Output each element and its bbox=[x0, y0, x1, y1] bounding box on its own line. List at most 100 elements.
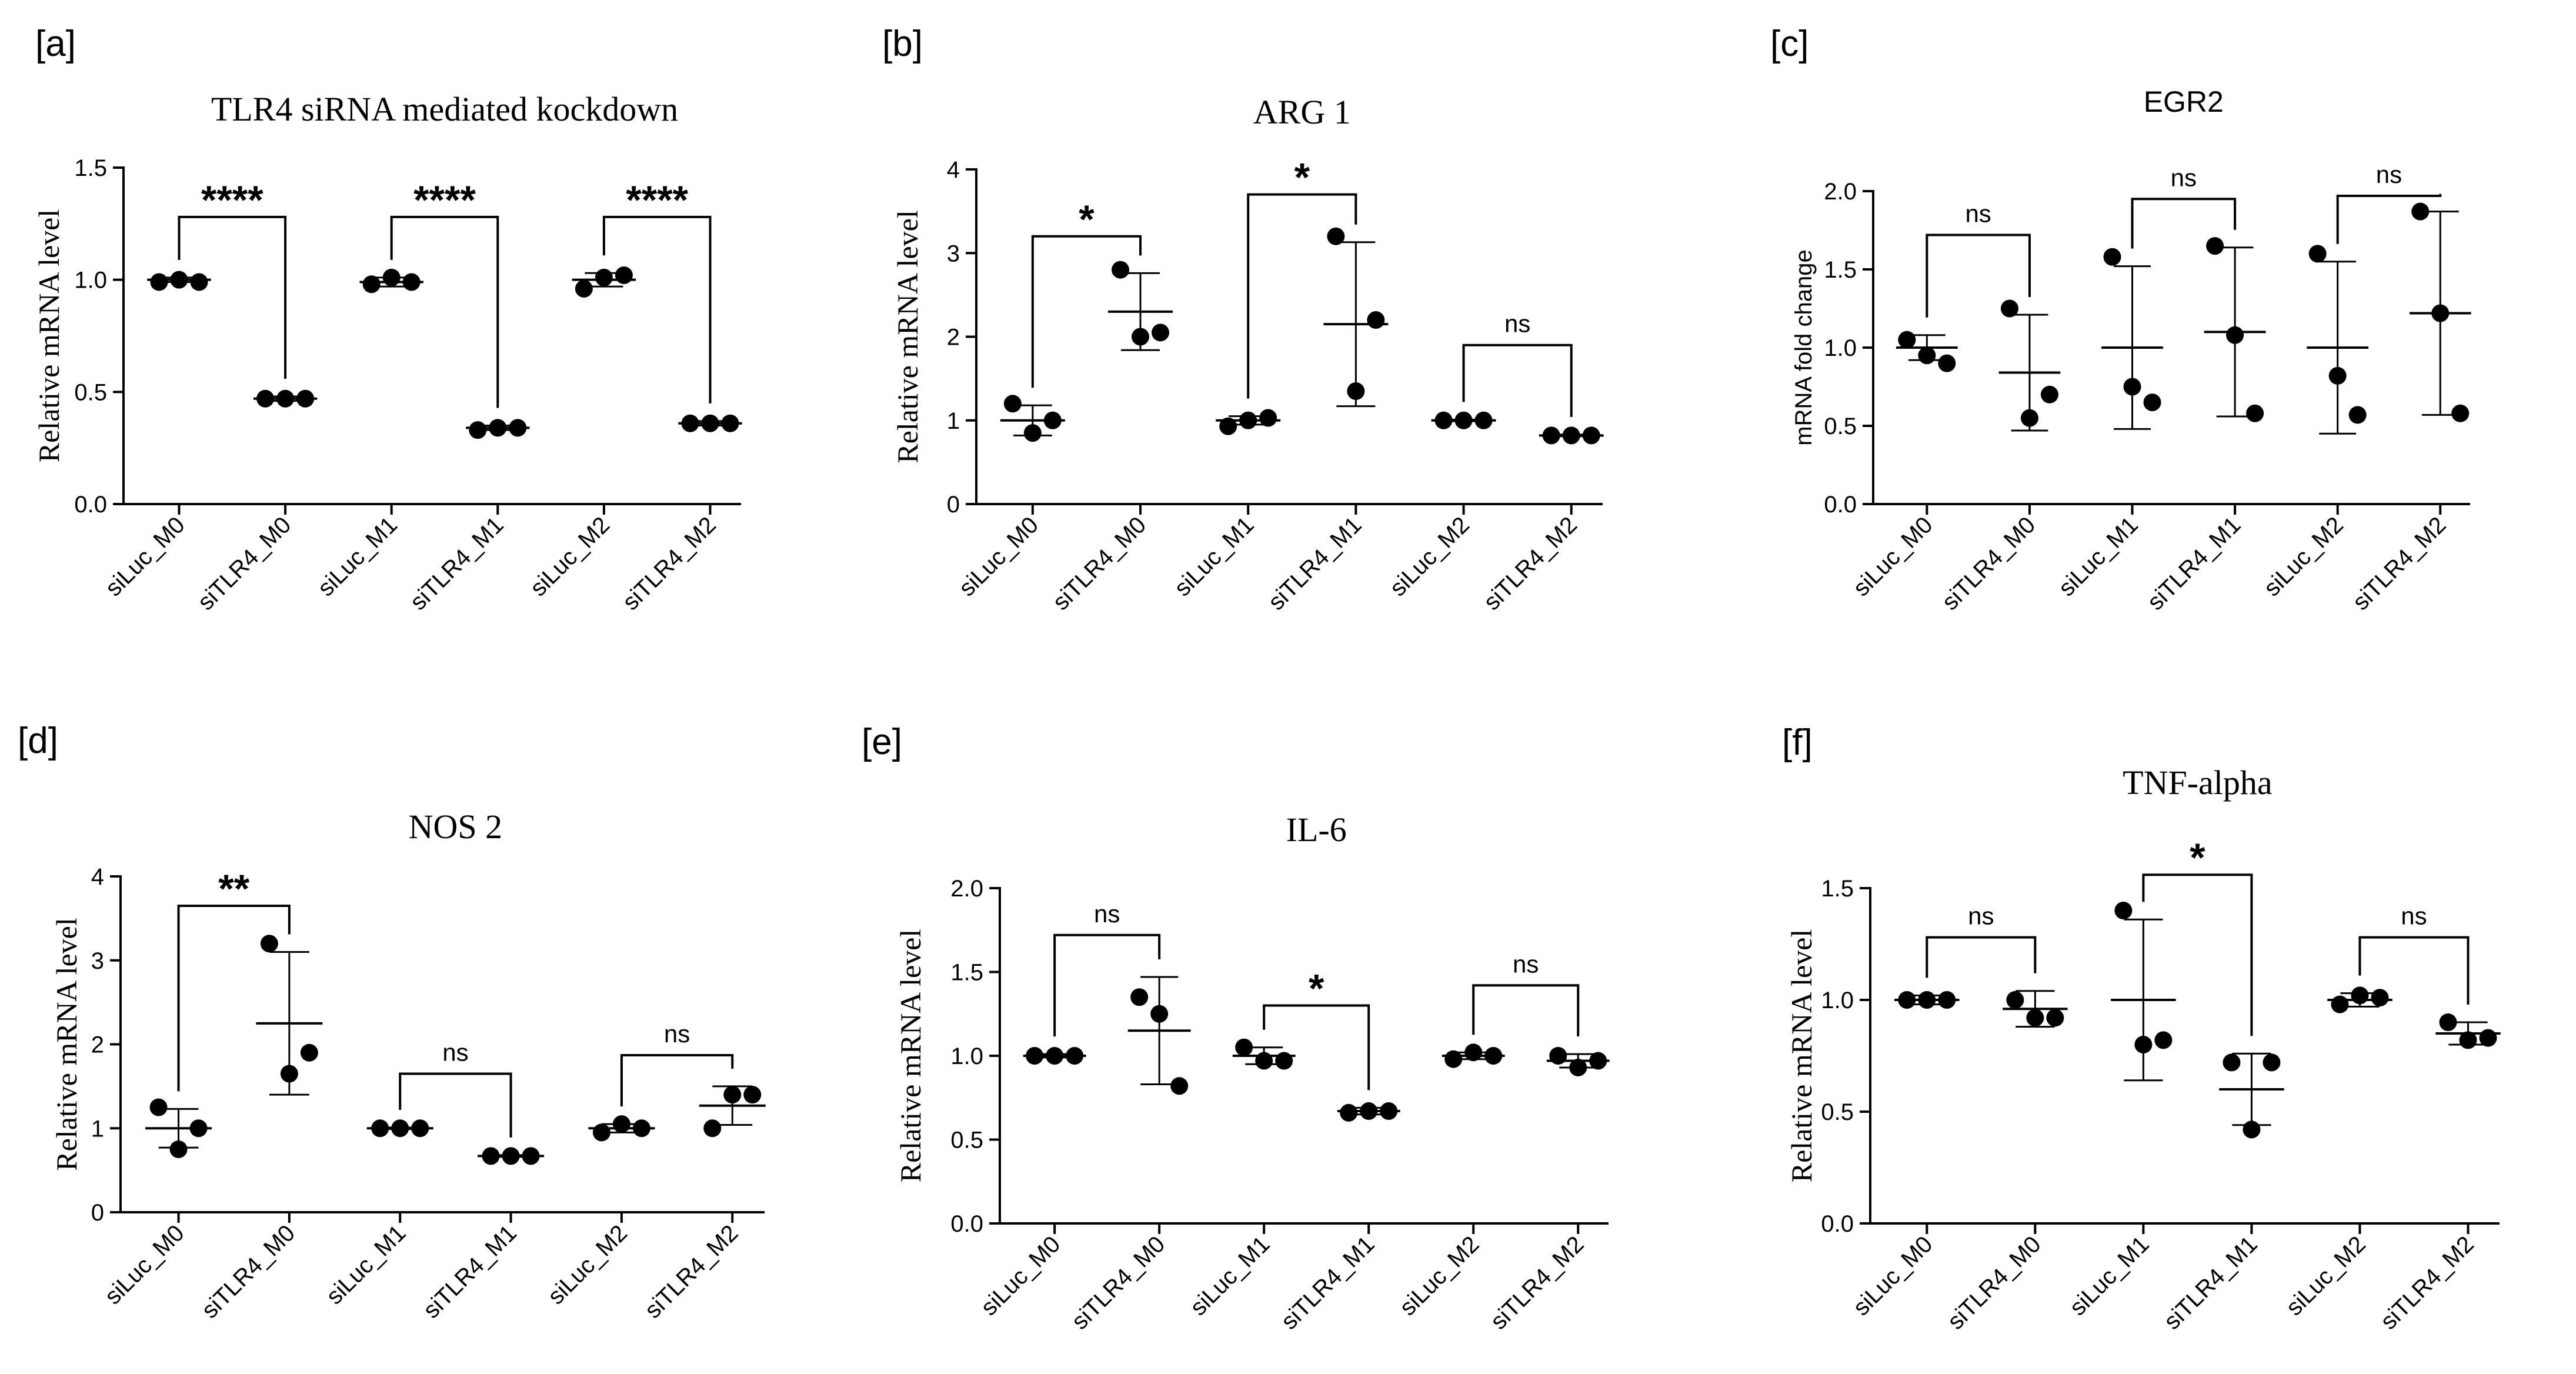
data-point bbox=[362, 275, 381, 294]
x-tick-label: siTLR4_M0 bbox=[1943, 1231, 2046, 1335]
significance-label: **** bbox=[201, 178, 263, 222]
y-axis-label: Relative mRNA level bbox=[894, 929, 927, 1182]
data-point bbox=[2246, 404, 2264, 422]
data-point bbox=[2348, 406, 2367, 424]
x-tick-label: siLuc_M1 bbox=[2054, 512, 2143, 601]
data-point bbox=[256, 389, 275, 408]
data-point bbox=[1464, 1043, 1483, 1062]
y-axis-label: Relative mRNA level bbox=[891, 210, 924, 463]
data-point bbox=[1152, 324, 1170, 342]
y-axis-label: Relative mRNA level bbox=[32, 209, 65, 462]
panel-label: [d] bbox=[18, 721, 58, 761]
significance-label: ** bbox=[218, 866, 249, 911]
data-point bbox=[1918, 991, 1936, 1009]
x-tick-label: siTLR4_M1 bbox=[1276, 1231, 1380, 1335]
data-point bbox=[1898, 991, 1916, 1009]
significance-bracket bbox=[620, 1054, 734, 1107]
y-tick-label: 0 bbox=[91, 1200, 104, 1226]
data-point bbox=[1255, 1052, 1273, 1070]
panel-label: [b] bbox=[882, 24, 923, 64]
data-point bbox=[190, 273, 208, 291]
significance-bracket bbox=[2336, 194, 2442, 244]
y-tick-label: 1 bbox=[947, 408, 960, 434]
data-point bbox=[1347, 382, 1365, 400]
data-point bbox=[1367, 311, 1385, 329]
data-point bbox=[1589, 1052, 1607, 1070]
chart-title: TLR4 siRNA mediated kockdown bbox=[211, 90, 678, 128]
data-point bbox=[2351, 986, 2369, 1005]
data-point bbox=[1046, 1047, 1064, 1065]
data-point bbox=[721, 414, 739, 432]
data-point bbox=[612, 1115, 630, 1133]
x-tick-label: siLuc_M0 bbox=[954, 512, 1043, 601]
data-point bbox=[411, 1119, 429, 1138]
y-axis-label: mRNA fold change bbox=[1791, 249, 1817, 446]
y-tick-label: 2.0 bbox=[950, 876, 983, 902]
data-point bbox=[1130, 988, 1149, 1006]
data-point bbox=[1380, 1102, 1398, 1120]
data-point bbox=[1434, 411, 1453, 429]
panel-label: [f] bbox=[1782, 722, 1813, 763]
data-point bbox=[1239, 411, 1257, 429]
data-point bbox=[1474, 411, 1493, 429]
panel-label: [a] bbox=[35, 24, 76, 64]
x-tick-label: siTLR4_M1 bbox=[2143, 512, 2246, 615]
y-tick-label: 1.5 bbox=[950, 960, 983, 986]
significance-bracket bbox=[178, 215, 287, 379]
data-point bbox=[703, 1119, 722, 1138]
x-tick-label: siLuc_M1 bbox=[313, 512, 402, 601]
significance-bracket bbox=[1926, 234, 2031, 318]
data-point bbox=[1275, 1052, 1293, 1070]
data-point bbox=[1569, 1058, 1587, 1076]
x-tick-label: siLuc_M0 bbox=[101, 512, 190, 601]
data-point bbox=[169, 1140, 188, 1158]
x-tick-label: siTLR4_M0 bbox=[1048, 512, 1152, 615]
data-point bbox=[371, 1119, 389, 1138]
y-tick-label: 0.5 bbox=[74, 379, 107, 405]
y-tick-label: 1.5 bbox=[1821, 876, 1854, 902]
data-point bbox=[2308, 245, 2327, 263]
data-point bbox=[391, 1119, 409, 1138]
data-point bbox=[2439, 1013, 2457, 1031]
data-point bbox=[1043, 411, 1062, 429]
data-point bbox=[1360, 1102, 1378, 1120]
data-point bbox=[1170, 1077, 1189, 1095]
data-point bbox=[2331, 995, 2349, 1013]
data-point bbox=[482, 1147, 500, 1165]
panel-e: [e] IL-6 Relative mRNA level 0.0 0.5 1.0 1.5 2.… bbox=[862, 722, 1610, 1335]
data-point bbox=[382, 268, 401, 286]
data-point bbox=[1259, 409, 1277, 427]
x-tick-label: siTLR4_M2 bbox=[640, 1220, 743, 1323]
significance-bracket bbox=[1462, 344, 1573, 417]
y-tick-label: 2 bbox=[947, 325, 960, 351]
panel-b: [b] ARG 1 Relative mRNA level 0 1 2 3 4 siLuc_M0… bbox=[882, 24, 1604, 615]
significance-label: ns bbox=[1513, 950, 1539, 978]
x-tick-label: siTLR4_M2 bbox=[1479, 512, 1582, 615]
x-tick-label: siTLR4_M0 bbox=[1937, 512, 2041, 615]
data-point bbox=[2223, 1053, 2241, 1072]
x-tick-label: siLuc_M2 bbox=[2281, 1231, 2371, 1320]
y-axis-label: Relative mRNA level bbox=[50, 918, 83, 1170]
y-tick-label: 1.0 bbox=[1821, 988, 1854, 1013]
significance-label: ns bbox=[2401, 902, 2427, 930]
x-tick-label: siLuc_M0 bbox=[976, 1231, 1065, 1320]
significance-bracket bbox=[1031, 235, 1142, 388]
x-tick-label: siTLR4_M2 bbox=[2348, 512, 2451, 615]
data-point bbox=[743, 1086, 762, 1104]
y-tick-label: 1 bbox=[91, 1116, 104, 1142]
data-point bbox=[2026, 1009, 2044, 1027]
x-tick-label: siLuc_M0 bbox=[1848, 1231, 1937, 1320]
significance-bracket bbox=[1053, 933, 1161, 1037]
data-point bbox=[2143, 393, 2161, 412]
data-point bbox=[2123, 378, 2141, 396]
data-point bbox=[2000, 299, 2018, 318]
data-point bbox=[681, 414, 699, 432]
significance-bracket bbox=[399, 1072, 512, 1138]
data-point bbox=[149, 1098, 168, 1116]
x-tick-label: siLuc_M2 bbox=[2259, 512, 2348, 601]
data-point bbox=[2371, 989, 2389, 1007]
data-point bbox=[189, 1119, 208, 1138]
data-point bbox=[595, 268, 613, 286]
data-point bbox=[2226, 326, 2244, 344]
